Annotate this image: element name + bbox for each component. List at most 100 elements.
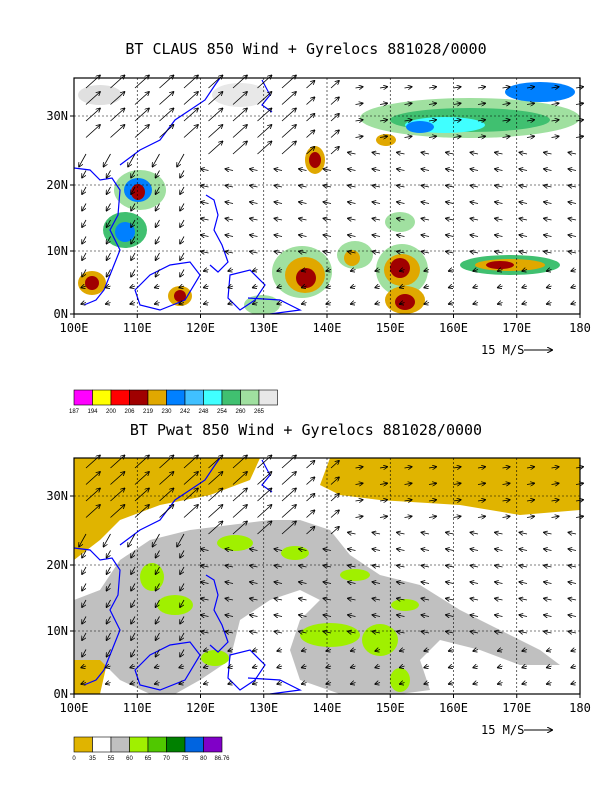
wind-vector — [131, 170, 136, 178]
wind-vector — [153, 153, 160, 167]
wind-vector — [183, 92, 198, 105]
wind-vector — [159, 472, 174, 485]
wind-vector — [404, 136, 412, 137]
wind-vector — [104, 153, 111, 167]
wind-vector — [568, 152, 577, 154]
wind-vector — [107, 186, 111, 194]
wind-vector — [134, 108, 149, 122]
wind-vector — [274, 235, 283, 237]
wind-vector — [228, 270, 234, 272]
wind-vector — [519, 615, 528, 617]
wind-vector — [204, 683, 209, 685]
wind-vector — [400, 286, 405, 288]
wind-vector — [208, 472, 223, 485]
wind-vector — [110, 92, 125, 105]
wind-vector — [421, 582, 430, 584]
wind-vector — [201, 202, 209, 204]
wind-vector — [281, 505, 296, 518]
lon-tick-label: 170E — [502, 701, 531, 715]
colorbar-label: 248 — [198, 409, 209, 415]
wind-vector — [107, 583, 111, 591]
wind-vector — [180, 170, 185, 178]
wind-vector — [107, 649, 111, 657]
wind-vector — [372, 615, 381, 617]
wind-vector — [568, 631, 577, 633]
wind-vector — [348, 152, 356, 154]
wind-vector — [551, 500, 559, 501]
wind-vector — [156, 599, 160, 607]
wind-vector — [519, 202, 528, 204]
wind-vector — [428, 120, 436, 121]
wind-vector — [470, 631, 479, 633]
wind-vector — [130, 286, 136, 288]
wind-vector — [323, 582, 332, 584]
wind-vector — [85, 92, 100, 105]
wind-vector — [519, 251, 528, 253]
wind-vector — [449, 270, 454, 272]
wind-vector — [470, 532, 479, 534]
wind-vector — [204, 270, 209, 272]
wind-vector — [274, 169, 283, 171]
wind-vector — [351, 650, 356, 652]
wind-vector — [477, 483, 485, 484]
lon-tick-label: 160E — [439, 321, 468, 335]
wind-vector — [156, 566, 160, 574]
wind-vector — [519, 152, 528, 154]
wind-vector — [134, 505, 149, 518]
wind-vector — [372, 169, 381, 171]
wind-vector — [330, 130, 339, 138]
wind-vector — [372, 218, 381, 220]
wind-vector — [355, 500, 363, 501]
wind-vector — [498, 286, 503, 288]
wind-vector — [110, 488, 125, 502]
wind-vector — [250, 631, 258, 633]
colorbar-swatch — [110, 389, 130, 406]
wind-vector — [131, 269, 136, 277]
wind-vector — [495, 615, 503, 617]
wind-vector — [375, 650, 381, 652]
wind-vector — [544, 631, 552, 633]
wind-vector — [107, 203, 111, 211]
wind-vector — [257, 521, 272, 535]
wind-vector — [110, 125, 125, 138]
wind-vector — [81, 303, 87, 305]
wind-vector — [177, 153, 185, 167]
lon-tick-label: 110E — [123, 321, 152, 335]
wind-vector — [526, 467, 534, 468]
wind-vector — [470, 235, 479, 237]
wind-vector — [107, 236, 111, 244]
wind-vector — [156, 632, 160, 640]
wind-vector — [107, 550, 111, 558]
wind-vector — [495, 152, 503, 154]
wind-vector — [250, 185, 258, 187]
wind-vector — [208, 141, 223, 155]
lon-tick-label: 100E — [60, 321, 89, 335]
wind-vector — [253, 286, 258, 288]
wind-vector — [82, 252, 87, 260]
wind-vector — [302, 666, 307, 668]
wind-vector — [446, 218, 454, 220]
lon-tick-label: 110E — [123, 701, 152, 715]
wind-vector — [397, 598, 405, 600]
colorbar-swatch — [184, 389, 204, 406]
wind-vector — [397, 152, 405, 154]
wind-vector — [257, 141, 272, 155]
colorbar-label: 86.76 — [214, 756, 230, 762]
wind-vector — [397, 565, 405, 567]
wind-vector — [519, 169, 528, 171]
wind-vector — [107, 252, 111, 260]
lon-tick-label: 120E — [186, 701, 215, 715]
wind-vector — [204, 666, 209, 668]
wind-vector — [568, 598, 577, 600]
wind-vector — [228, 650, 234, 652]
wind-vector — [453, 103, 461, 104]
wind-vector — [110, 505, 125, 518]
wind-vector — [159, 488, 174, 502]
wind-vector — [446, 631, 454, 633]
colorbar-label: 242 — [180, 409, 191, 415]
wind-vector — [107, 632, 111, 640]
wind-vector — [470, 549, 479, 551]
wind-vector — [526, 500, 534, 501]
wind-vector — [153, 533, 160, 547]
wind-vector — [470, 185, 479, 187]
